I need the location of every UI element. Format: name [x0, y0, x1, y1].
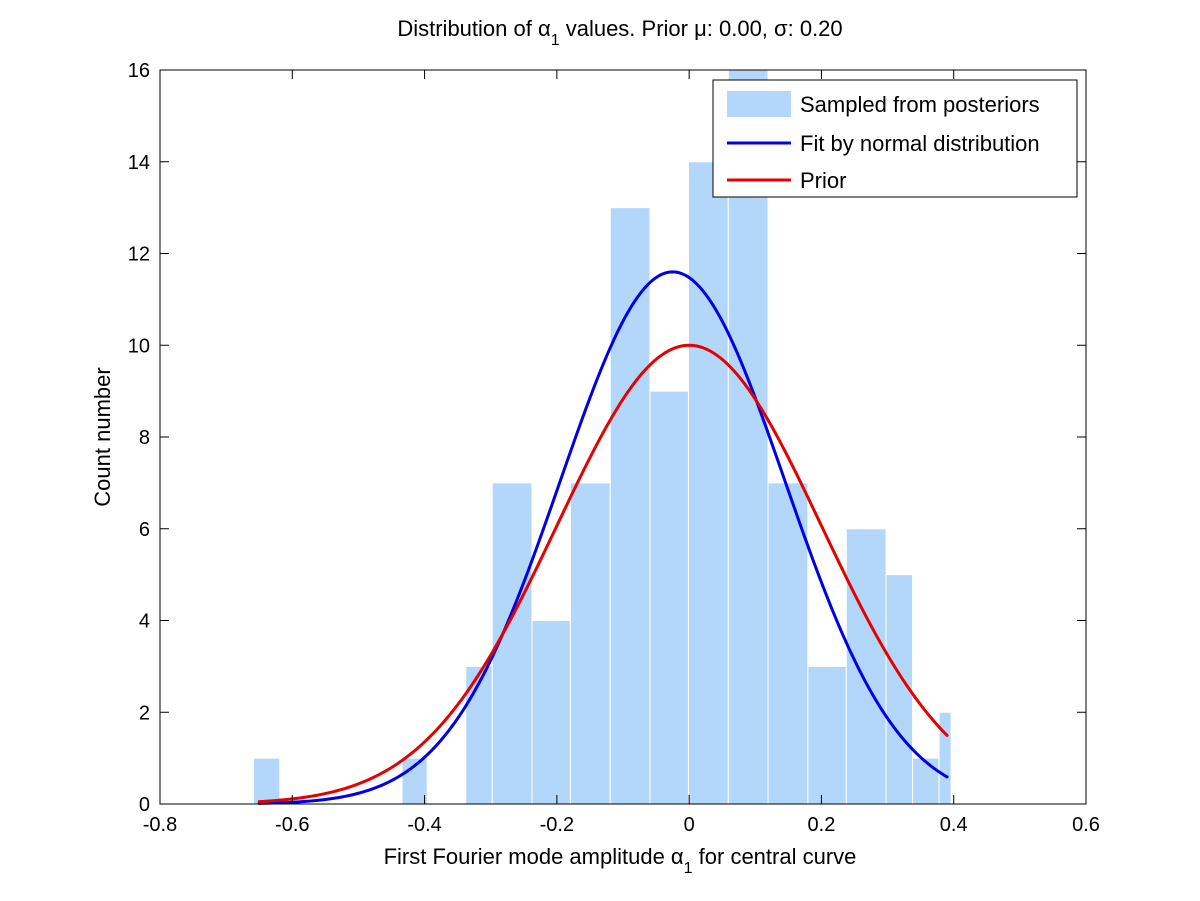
y-tick-label-5: 10 — [128, 335, 150, 357]
y-tick-label-1: 2 — [139, 702, 150, 724]
x-tick-label-3: -0.2 — [540, 814, 574, 836]
y-tick-label-2: 4 — [139, 611, 150, 633]
y-tick-label-6: 12 — [128, 244, 150, 266]
legend-swatch-sampled — [727, 91, 791, 117]
x-axis-ticks: -0.8 -0.6 -0.4 -0.2 0 0.2 0.4 0.6 — [143, 70, 1100, 836]
histogram-bar-12 — [845, 528, 887, 805]
histogram-bar-14 — [912, 757, 940, 805]
x-tick-label-2: -0.4 — [407, 814, 441, 836]
histogram-bar-0 — [252, 757, 281, 805]
x-tick-label-1: -0.6 — [275, 814, 309, 836]
x-tick-label-7: 0.6 — [1072, 814, 1100, 836]
histogram-bar-10 — [767, 482, 809, 805]
x-tick-label-5: 0.2 — [808, 814, 836, 836]
histogram-bar-11 — [807, 665, 847, 805]
legend-label-sampled: Sampled from posteriors — [800, 92, 1040, 117]
histogram-bar-15 — [938, 711, 952, 805]
y-axis-title: Count number — [90, 367, 115, 506]
y-tick-label-8: 16 — [128, 60, 150, 82]
y-axis-ticks: 0 2 4 6 8 10 12 14 16 — [128, 60, 1086, 816]
x-axis-title: First Fourier mode amplitude α1 for cent… — [384, 844, 857, 877]
fit-curves — [257, 270, 949, 805]
x-tick-label-4: 0 — [684, 814, 695, 836]
legend: Sampled from posteriors Fit by normal di… — [712, 79, 1078, 198]
y-tick-label-0: 0 — [139, 794, 150, 816]
y-tick-label-3: 6 — [139, 519, 150, 541]
y-tick-label-7: 14 — [128, 152, 150, 174]
chart-title: Distribution of α1 values. Prior μ: 0.00… — [397, 16, 842, 49]
legend-label-fit: Fit by normal distribution — [800, 131, 1040, 156]
y-tick-label-4: 8 — [139, 427, 150, 449]
normal-fit-curve — [257, 270, 949, 805]
histogram-bar-4 — [531, 620, 571, 805]
prior-curve — [257, 343, 949, 804]
histogram-bar-5 — [569, 482, 611, 805]
legend-label-prior: Prior — [800, 168, 846, 193]
histogram-bar-6 — [609, 207, 651, 805]
x-tick-label-0: -0.8 — [143, 814, 177, 836]
x-tick-label-6: 0.4 — [940, 814, 968, 836]
histogram-bar-8 — [687, 161, 729, 805]
histogram-bar-7 — [649, 390, 689, 805]
